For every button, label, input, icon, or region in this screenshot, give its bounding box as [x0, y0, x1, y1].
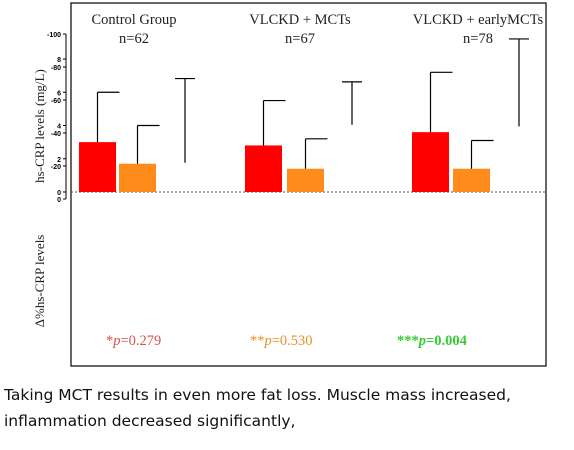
p-value-annotation: **p=0.530: [250, 333, 313, 349]
top-y-tick-label: 4: [57, 124, 61, 131]
caption: Taking MCT results in even more fat loss…: [4, 382, 570, 434]
top-y-axis-label: hs-CRP levels (mg/L): [32, 69, 47, 183]
orange-bar: [453, 168, 490, 192]
bottom-y-tick-label: -80: [51, 65, 61, 72]
group-title: VLCKD + MCTs: [249, 12, 351, 28]
top-y-tick-label: 2: [57, 157, 61, 164]
red-bar: [245, 145, 282, 192]
plot-frame: [70, 2, 547, 367]
group-n: n=78: [463, 31, 493, 47]
caption-line-2: inflammation decreased significantly,: [4, 412, 296, 430]
orange-bar: [287, 168, 324, 192]
bottom-y-tick-label: -40: [51, 131, 61, 138]
top-y-tick-label: 6: [57, 90, 61, 97]
top-y-tick-label: 8: [57, 57, 61, 64]
bottom-y-tick-label: -100: [47, 32, 61, 39]
orange-bar: [119, 163, 156, 192]
bottom-y-tick-label: -20: [51, 164, 61, 171]
bottom-y-tick-label: 0: [57, 197, 61, 204]
caption-line-1: Taking MCT results in even more fat loss…: [4, 386, 511, 404]
group-title: VLCKD + earlyMCTs: [413, 12, 544, 28]
bottom-y-axis-label: Δ%hs-CRP levels: [32, 235, 47, 328]
p-value-annotation: *p=0.279: [106, 333, 161, 349]
group-n: n=62: [119, 31, 149, 47]
red-bar: [79, 142, 116, 192]
group-title: Control Group: [92, 12, 177, 28]
chart: Control Group n=62 VLCKD + MCTs n=67 VLCKD +…: [32, 2, 547, 367]
group-n: n=67: [285, 31, 315, 47]
bottom-y-tick-label: -60: [51, 98, 61, 105]
red-bar: [412, 132, 449, 192]
top-y-tick-label: 0: [57, 190, 61, 197]
p-value-annotation: ***p=0.004: [397, 333, 467, 349]
